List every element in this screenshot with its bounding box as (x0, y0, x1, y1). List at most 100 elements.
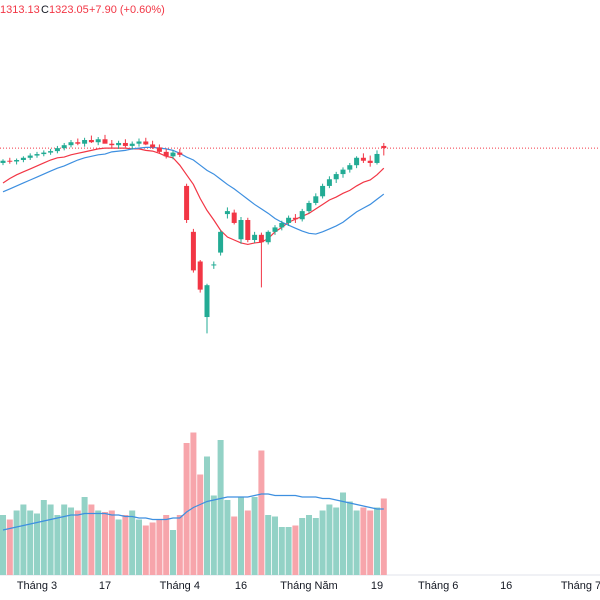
candle-body (163, 151, 169, 157)
volume-bar (88, 504, 95, 575)
ma-line (2, 146, 385, 235)
candle-body (292, 217, 298, 220)
candle-body (204, 285, 210, 318)
volume-bar (54, 515, 61, 575)
volume-bar (204, 456, 210, 575)
candle-body (177, 152, 183, 155)
volume-bar (333, 507, 340, 575)
candle-body (340, 169, 346, 175)
x-tick-label: 19 (371, 580, 383, 592)
volume-bar (319, 510, 326, 575)
candle-body (320, 185, 326, 197)
volume-bar (170, 530, 176, 575)
candle-body (48, 151, 54, 153)
candle-body (0, 160, 6, 163)
volume-bar (312, 518, 319, 575)
candle-body (34, 154, 40, 156)
candle-body (82, 140, 88, 144)
header-close: 1323.05 (49, 4, 89, 16)
candle-body (272, 227, 278, 232)
volume-bar (340, 492, 346, 575)
x-tick-label: 16 (500, 580, 512, 592)
x-tick-label: Tháng 7 (561, 580, 600, 592)
volume-ma-line (2, 493, 384, 531)
candle-body (197, 261, 203, 290)
header-low: 1313.13 (0, 4, 40, 16)
volume-bar (183, 443, 190, 575)
candle-body (238, 220, 244, 240)
volume-bar (238, 497, 244, 575)
candle-body (109, 143, 115, 146)
volume-bar (258, 450, 265, 575)
candle-body (184, 185, 190, 220)
volume-bar (224, 500, 231, 575)
volume-bar (108, 510, 115, 575)
candle-body (313, 196, 319, 203)
x-tick-label: Tháng Năm (280, 580, 337, 592)
candle-body (218, 231, 224, 253)
volume-bar (0, 515, 6, 575)
volume-bar (74, 510, 81, 575)
candle-body (75, 142, 81, 144)
x-tick-label: Tháng 4 (160, 580, 200, 592)
candle-body (54, 148, 60, 152)
candle-body (102, 139, 108, 144)
candle-body (279, 222, 285, 228)
volume-bar (231, 516, 238, 575)
candle-body (211, 264, 217, 266)
candle-body (381, 145, 387, 149)
candle-body (68, 142, 74, 146)
volume-bar (353, 510, 360, 575)
volume-bar (326, 504, 333, 575)
x-tick-label: Tháng 3 (17, 580, 57, 592)
candle-body (14, 160, 20, 162)
volume-bar (20, 504, 27, 575)
candle-body (136, 141, 142, 144)
volume-bar (251, 497, 258, 575)
ma-line (2, 147, 385, 246)
candle-body (224, 211, 230, 215)
candle-body (61, 145, 67, 149)
volume-bar (47, 504, 54, 575)
candle-body (156, 147, 162, 152)
candle-body (170, 152, 176, 157)
header-change: +7.90 (+0.60%) (89, 4, 165, 16)
candle-body (360, 157, 366, 161)
volume-bar (299, 518, 306, 575)
volume-bar (68, 507, 74, 575)
volume-bar (156, 519, 163, 575)
volume-bar (265, 515, 272, 575)
volume-bar (102, 512, 108, 575)
volume-bar (6, 519, 13, 575)
volume-bar (129, 510, 136, 575)
candle-body (286, 217, 292, 223)
candle-body (231, 212, 237, 223)
candle-body (299, 211, 305, 220)
volume-bar (34, 513, 40, 575)
volume-bar (115, 519, 122, 575)
candle-body (347, 165, 353, 170)
candle-body (20, 157, 26, 160)
candle-body (41, 152, 47, 155)
volume-bar (292, 525, 299, 575)
candle-body (143, 141, 149, 145)
candle-body (245, 220, 251, 240)
volume-bar (244, 510, 251, 575)
volume-bar (81, 497, 88, 575)
volume-bar (122, 515, 129, 575)
volume-bar (380, 498, 387, 575)
x-tick-label: 16 (235, 580, 247, 592)
candle-body (333, 174, 339, 180)
candle-body (374, 153, 380, 163)
candle-body (7, 160, 13, 162)
volume-bar (272, 516, 278, 575)
candle-body (150, 144, 156, 148)
volume-bar (197, 474, 204, 575)
volume-bar (61, 504, 68, 575)
candle-body (265, 231, 271, 243)
volume-bar (27, 510, 34, 575)
candle-body (326, 179, 332, 186)
volume-bar (136, 519, 142, 575)
